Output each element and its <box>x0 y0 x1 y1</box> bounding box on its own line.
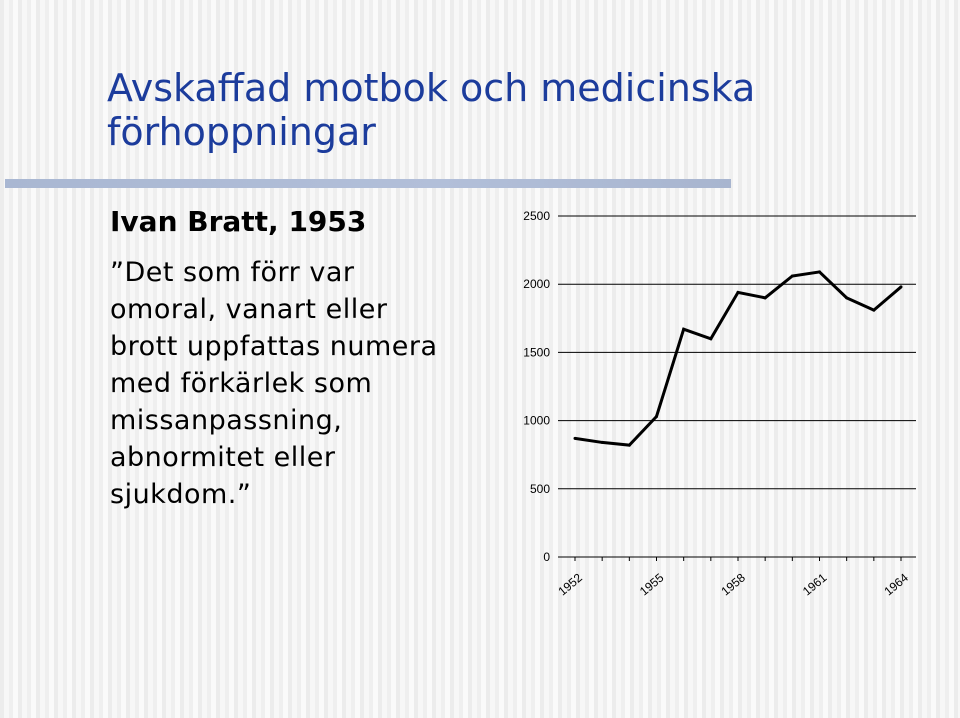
data-point <box>573 436 577 440</box>
quote: ”Det som förr var omoral, vanart eller b… <box>110 254 500 513</box>
data-point <box>872 308 876 312</box>
data-point <box>818 270 821 274</box>
x-tick-label: 1955 <box>637 570 667 598</box>
quote-line: brott uppfattas numera <box>110 331 438 362</box>
data-point <box>682 327 686 331</box>
x-tick-label: 1958 <box>718 570 748 598</box>
title-line-1: Avskaffad motbok och medicinska <box>107 66 756 110</box>
title-line-2: förhoppningar <box>107 110 376 154</box>
y-tick-label: 2500 <box>523 209 550 223</box>
y-tick-label: 500 <box>530 482 550 496</box>
line-chart: 0 500 1000 1500 2000 2500 1952 1955 1958 1961 1964 <box>523 209 916 598</box>
quote-line: med förkärlek som <box>110 368 373 399</box>
x-tick-label: 1964 <box>881 570 911 598</box>
data-point <box>899 285 903 289</box>
y-tick-label: 2000 <box>523 277 550 291</box>
data-point <box>763 296 767 300</box>
quote-line: sjukdom.” <box>110 479 252 510</box>
subheading: Ivan Bratt, 1953 <box>110 205 367 238</box>
data-point <box>790 274 794 278</box>
slide-title: Avskaffad motbok och medicinska förhoppn… <box>107 66 927 154</box>
x-tick-label: 1961 <box>800 570 830 598</box>
quote-line: missanpassning, <box>110 405 343 436</box>
data-point <box>655 415 658 419</box>
data-point <box>600 440 604 444</box>
data-point <box>845 296 849 300</box>
title-underline <box>5 179 731 188</box>
data-point <box>736 290 740 294</box>
y-tick-label: 1500 <box>523 345 550 359</box>
quote-line: omoral, vanart eller <box>110 294 388 325</box>
y-tick-label: 1000 <box>523 414 550 428</box>
data-point <box>627 443 631 447</box>
y-tick-label: 0 <box>543 550 550 564</box>
data-point <box>709 337 713 341</box>
quote-line: ”Det som förr var <box>110 257 355 288</box>
x-tick-label: 1952 <box>555 570 585 598</box>
series-line <box>574 270 902 447</box>
quote-line: abnormitet eller <box>110 442 336 473</box>
